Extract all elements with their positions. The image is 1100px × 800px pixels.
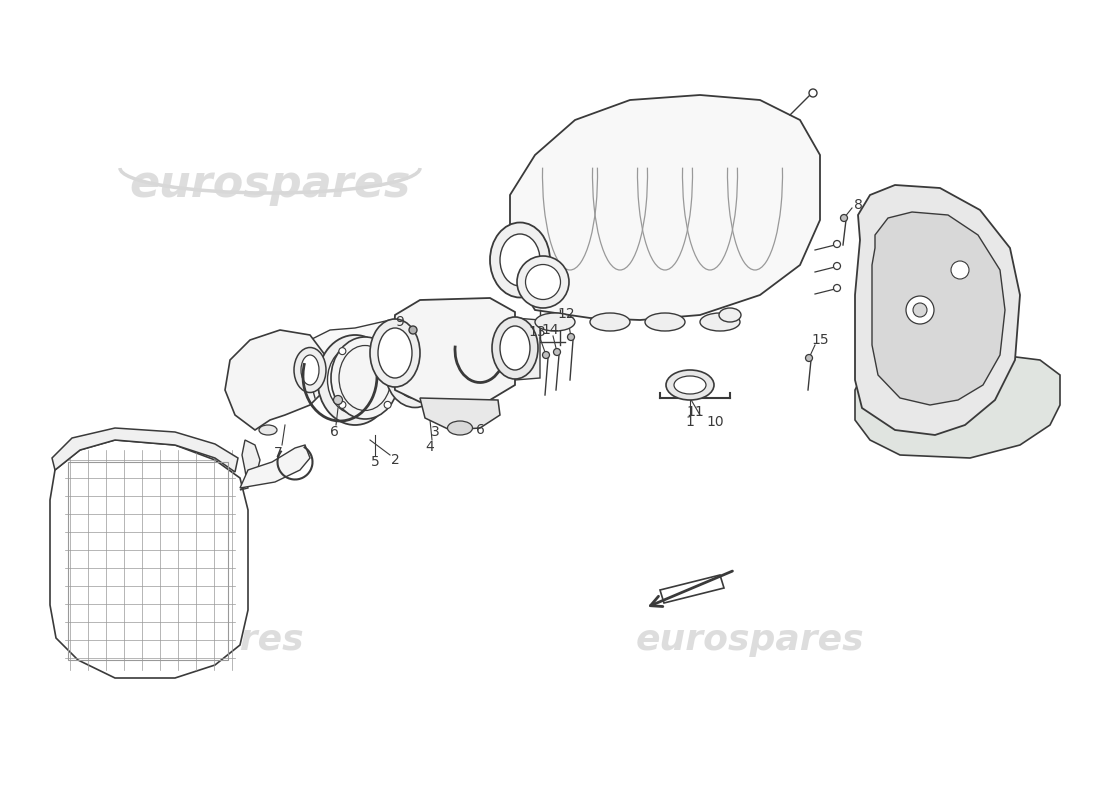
Text: 14: 14 <box>541 323 559 337</box>
Polygon shape <box>855 185 1020 435</box>
Text: 7: 7 <box>274 446 283 460</box>
Ellipse shape <box>840 214 847 222</box>
Text: 6: 6 <box>330 425 339 439</box>
Ellipse shape <box>674 376 706 394</box>
Ellipse shape <box>700 313 740 331</box>
Ellipse shape <box>834 262 840 270</box>
Polygon shape <box>50 440 248 678</box>
Ellipse shape <box>906 296 934 324</box>
Polygon shape <box>52 428 238 472</box>
Ellipse shape <box>301 355 319 385</box>
Text: eurospares: eurospares <box>76 623 305 657</box>
Ellipse shape <box>333 395 342 405</box>
Polygon shape <box>855 355 1060 458</box>
Ellipse shape <box>385 333 446 407</box>
Ellipse shape <box>339 402 345 408</box>
Polygon shape <box>392 298 515 402</box>
Ellipse shape <box>490 222 550 298</box>
Ellipse shape <box>384 402 392 408</box>
Ellipse shape <box>328 346 383 414</box>
Ellipse shape <box>719 308 741 322</box>
Polygon shape <box>515 318 540 380</box>
Ellipse shape <box>258 425 277 435</box>
Text: 15: 15 <box>811 333 828 347</box>
Polygon shape <box>510 95 820 320</box>
Ellipse shape <box>448 421 473 435</box>
Ellipse shape <box>294 347 326 393</box>
Ellipse shape <box>378 328 412 378</box>
Text: 4: 4 <box>426 440 434 454</box>
Ellipse shape <box>808 89 817 97</box>
Text: 5: 5 <box>371 455 380 469</box>
Text: 11: 11 <box>686 405 704 419</box>
Text: 13: 13 <box>528 325 546 339</box>
Text: 1: 1 <box>685 415 694 429</box>
Text: eurospares: eurospares <box>636 623 865 657</box>
Text: 10: 10 <box>706 415 724 429</box>
Ellipse shape <box>500 326 530 370</box>
Polygon shape <box>226 330 324 430</box>
Polygon shape <box>872 212 1005 405</box>
Ellipse shape <box>805 354 813 362</box>
Text: 6: 6 <box>475 423 484 437</box>
Polygon shape <box>660 575 724 603</box>
Text: 9: 9 <box>396 315 405 329</box>
Ellipse shape <box>339 348 345 354</box>
Ellipse shape <box>331 337 399 419</box>
Ellipse shape <box>535 313 575 331</box>
Polygon shape <box>308 320 390 395</box>
Ellipse shape <box>590 313 630 331</box>
Text: 12: 12 <box>558 307 575 321</box>
Polygon shape <box>420 398 500 430</box>
Ellipse shape <box>409 326 417 334</box>
Text: 3: 3 <box>430 425 439 439</box>
Ellipse shape <box>318 335 393 425</box>
Ellipse shape <box>666 370 714 400</box>
Ellipse shape <box>645 313 685 331</box>
Ellipse shape <box>393 342 437 398</box>
Ellipse shape <box>913 303 927 317</box>
Ellipse shape <box>517 256 569 308</box>
Polygon shape <box>240 445 310 488</box>
Ellipse shape <box>542 351 550 358</box>
Polygon shape <box>240 440 260 490</box>
Ellipse shape <box>568 334 574 341</box>
Text: 2: 2 <box>390 453 399 467</box>
Text: eurospares: eurospares <box>130 163 410 206</box>
Ellipse shape <box>492 317 538 379</box>
Ellipse shape <box>370 319 420 387</box>
Ellipse shape <box>834 241 840 247</box>
Ellipse shape <box>553 349 561 355</box>
Ellipse shape <box>500 234 540 286</box>
Ellipse shape <box>952 261 969 279</box>
Ellipse shape <box>834 285 840 291</box>
Text: 8: 8 <box>854 198 862 212</box>
Ellipse shape <box>384 348 392 354</box>
Ellipse shape <box>526 265 561 299</box>
